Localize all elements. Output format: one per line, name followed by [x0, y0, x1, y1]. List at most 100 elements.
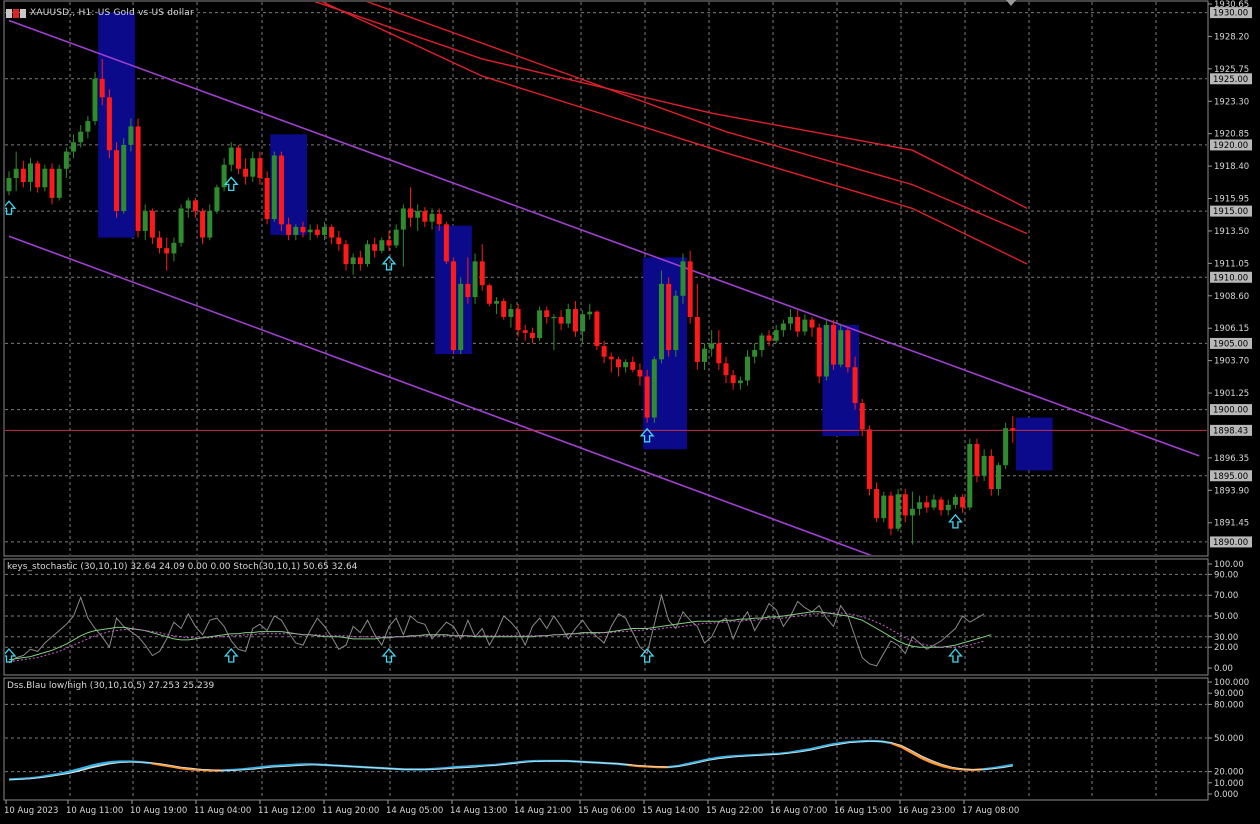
candle-body	[995, 465, 1001, 489]
candle-body	[85, 121, 91, 132]
dss-main-line-segment	[830, 741, 841, 746]
price-tick-label: 1923.30	[1214, 97, 1249, 107]
time-axis-label: 16 Aug 07:00	[770, 806, 827, 816]
candle-body	[465, 283, 471, 298]
candle-body	[522, 330, 528, 333]
candle-body	[286, 224, 292, 235]
dss-main-line-segment	[150, 762, 162, 766]
candle-body	[623, 361, 629, 368]
candle-body	[192, 200, 198, 212]
candle-body	[436, 213, 442, 225]
price-level-tag	[1210, 7, 1252, 19]
dss-main-line-segment	[495, 762, 506, 766]
dss-main-line-segment	[799, 748, 811, 752]
candle-body	[701, 348, 707, 362]
dss-main-line-segment	[485, 763, 496, 767]
buy-signal-arrow	[639, 648, 655, 663]
candle-body	[831, 324, 837, 365]
dss-main-line-segment	[59, 770, 71, 775]
time-axis-label: 15 Aug 06:00	[578, 806, 635, 816]
candle-body	[257, 158, 263, 179]
dss-main-line-segment	[29, 776, 40, 780]
candle-body	[49, 168, 55, 198]
candle-body	[293, 226, 299, 235]
candle-body	[13, 168, 19, 179]
dss-main-line-segment	[39, 774, 50, 779]
dss-main-line-segment	[69, 767, 81, 773]
dss-main-line-segment	[160, 763, 172, 768]
candle-body	[78, 131, 84, 143]
price-tick-label: 1913.50	[1214, 227, 1249, 237]
candle-body	[71, 142, 77, 152]
candle-body	[20, 168, 26, 182]
price-level-tag	[1210, 73, 1252, 85]
order-block-box	[1015, 417, 1053, 471]
candle-body	[429, 213, 435, 222]
candle-body	[587, 311, 593, 315]
dss-main-line-segment	[515, 760, 527, 764]
price-tick-label: 1901.25	[1214, 389, 1249, 399]
dss-main-line-segment	[962, 768, 973, 772]
price-tick-label: 1928.20	[1214, 32, 1249, 42]
dss-main-line-segment	[819, 743, 831, 749]
dss-plot	[8, 739, 1013, 781]
candle-body	[537, 310, 543, 339]
candle-body	[400, 208, 406, 230]
dss-main-line-segment	[434, 767, 446, 770]
stoch-fast-line	[8, 593, 985, 667]
price-level-tag-label: 1920.00	[1213, 141, 1248, 151]
candle-body	[321, 226, 327, 235]
dss-main-line-segment	[900, 745, 912, 754]
stoch-panel-border	[3, 558, 1209, 676]
candle-body	[917, 502, 923, 509]
candle-body	[329, 226, 335, 238]
candle-body	[938, 499, 944, 511]
candle-body	[365, 244, 370, 265]
candle-body	[157, 237, 163, 249]
candle-body	[874, 488, 880, 519]
candle-body	[565, 309, 571, 324]
candle-body	[142, 211, 148, 231]
time-axis-label: 16 Aug 23:00	[898, 806, 955, 816]
candle-body	[580, 314, 586, 332]
candle-body	[673, 295, 679, 351]
candle-body	[235, 147, 241, 169]
candle-body	[780, 323, 786, 331]
dss-main-line-segment	[738, 754, 750, 758]
dss-main-line-segment	[789, 749, 801, 754]
price-tick-label: 1896.35	[1214, 454, 1249, 464]
candle-body	[881, 495, 887, 519]
candle-body	[42, 168, 48, 188]
candle-body	[271, 155, 277, 220]
candle-body	[809, 319, 815, 328]
dss-signal-line	[8, 741, 1013, 781]
price-level-tag-label: 1930.00	[1213, 9, 1248, 19]
dss-panel-border	[3, 677, 1209, 801]
channel-upper-line	[8, 19, 1200, 457]
candle-body	[866, 429, 872, 489]
dss-main-line-segment	[910, 751, 923, 760]
time-axis-label: 14 Aug 05:00	[386, 806, 443, 816]
dss-main-line-segment	[860, 739, 871, 743]
dss-main-line-segment	[475, 764, 486, 768]
time-axis-label: 10 Aug 19:00	[130, 806, 187, 816]
candle-body	[343, 244, 349, 265]
candle-body	[644, 376, 650, 418]
price-tick-label: 1893.90	[1214, 486, 1249, 496]
chart-shift-marker[interactable]	[1006, 0, 1016, 6]
candle-body	[981, 455, 987, 476]
dss-main-line-segment	[100, 760, 111, 765]
dss-main-line-segment	[252, 766, 263, 770]
price-level-tag-label: 1910.00	[1213, 273, 1248, 283]
dss-main-line-segment	[698, 758, 709, 763]
dss-main-line-segment	[890, 742, 902, 748]
candle-body	[895, 494, 901, 529]
candle-body	[408, 208, 414, 218]
dss-main-line-segment	[779, 751, 790, 755]
candle-body	[802, 319, 808, 332]
chart-type-icon[interactable]	[6, 8, 26, 18]
candle-body	[544, 310, 550, 317]
dss-main-line-segment	[505, 761, 517, 765]
